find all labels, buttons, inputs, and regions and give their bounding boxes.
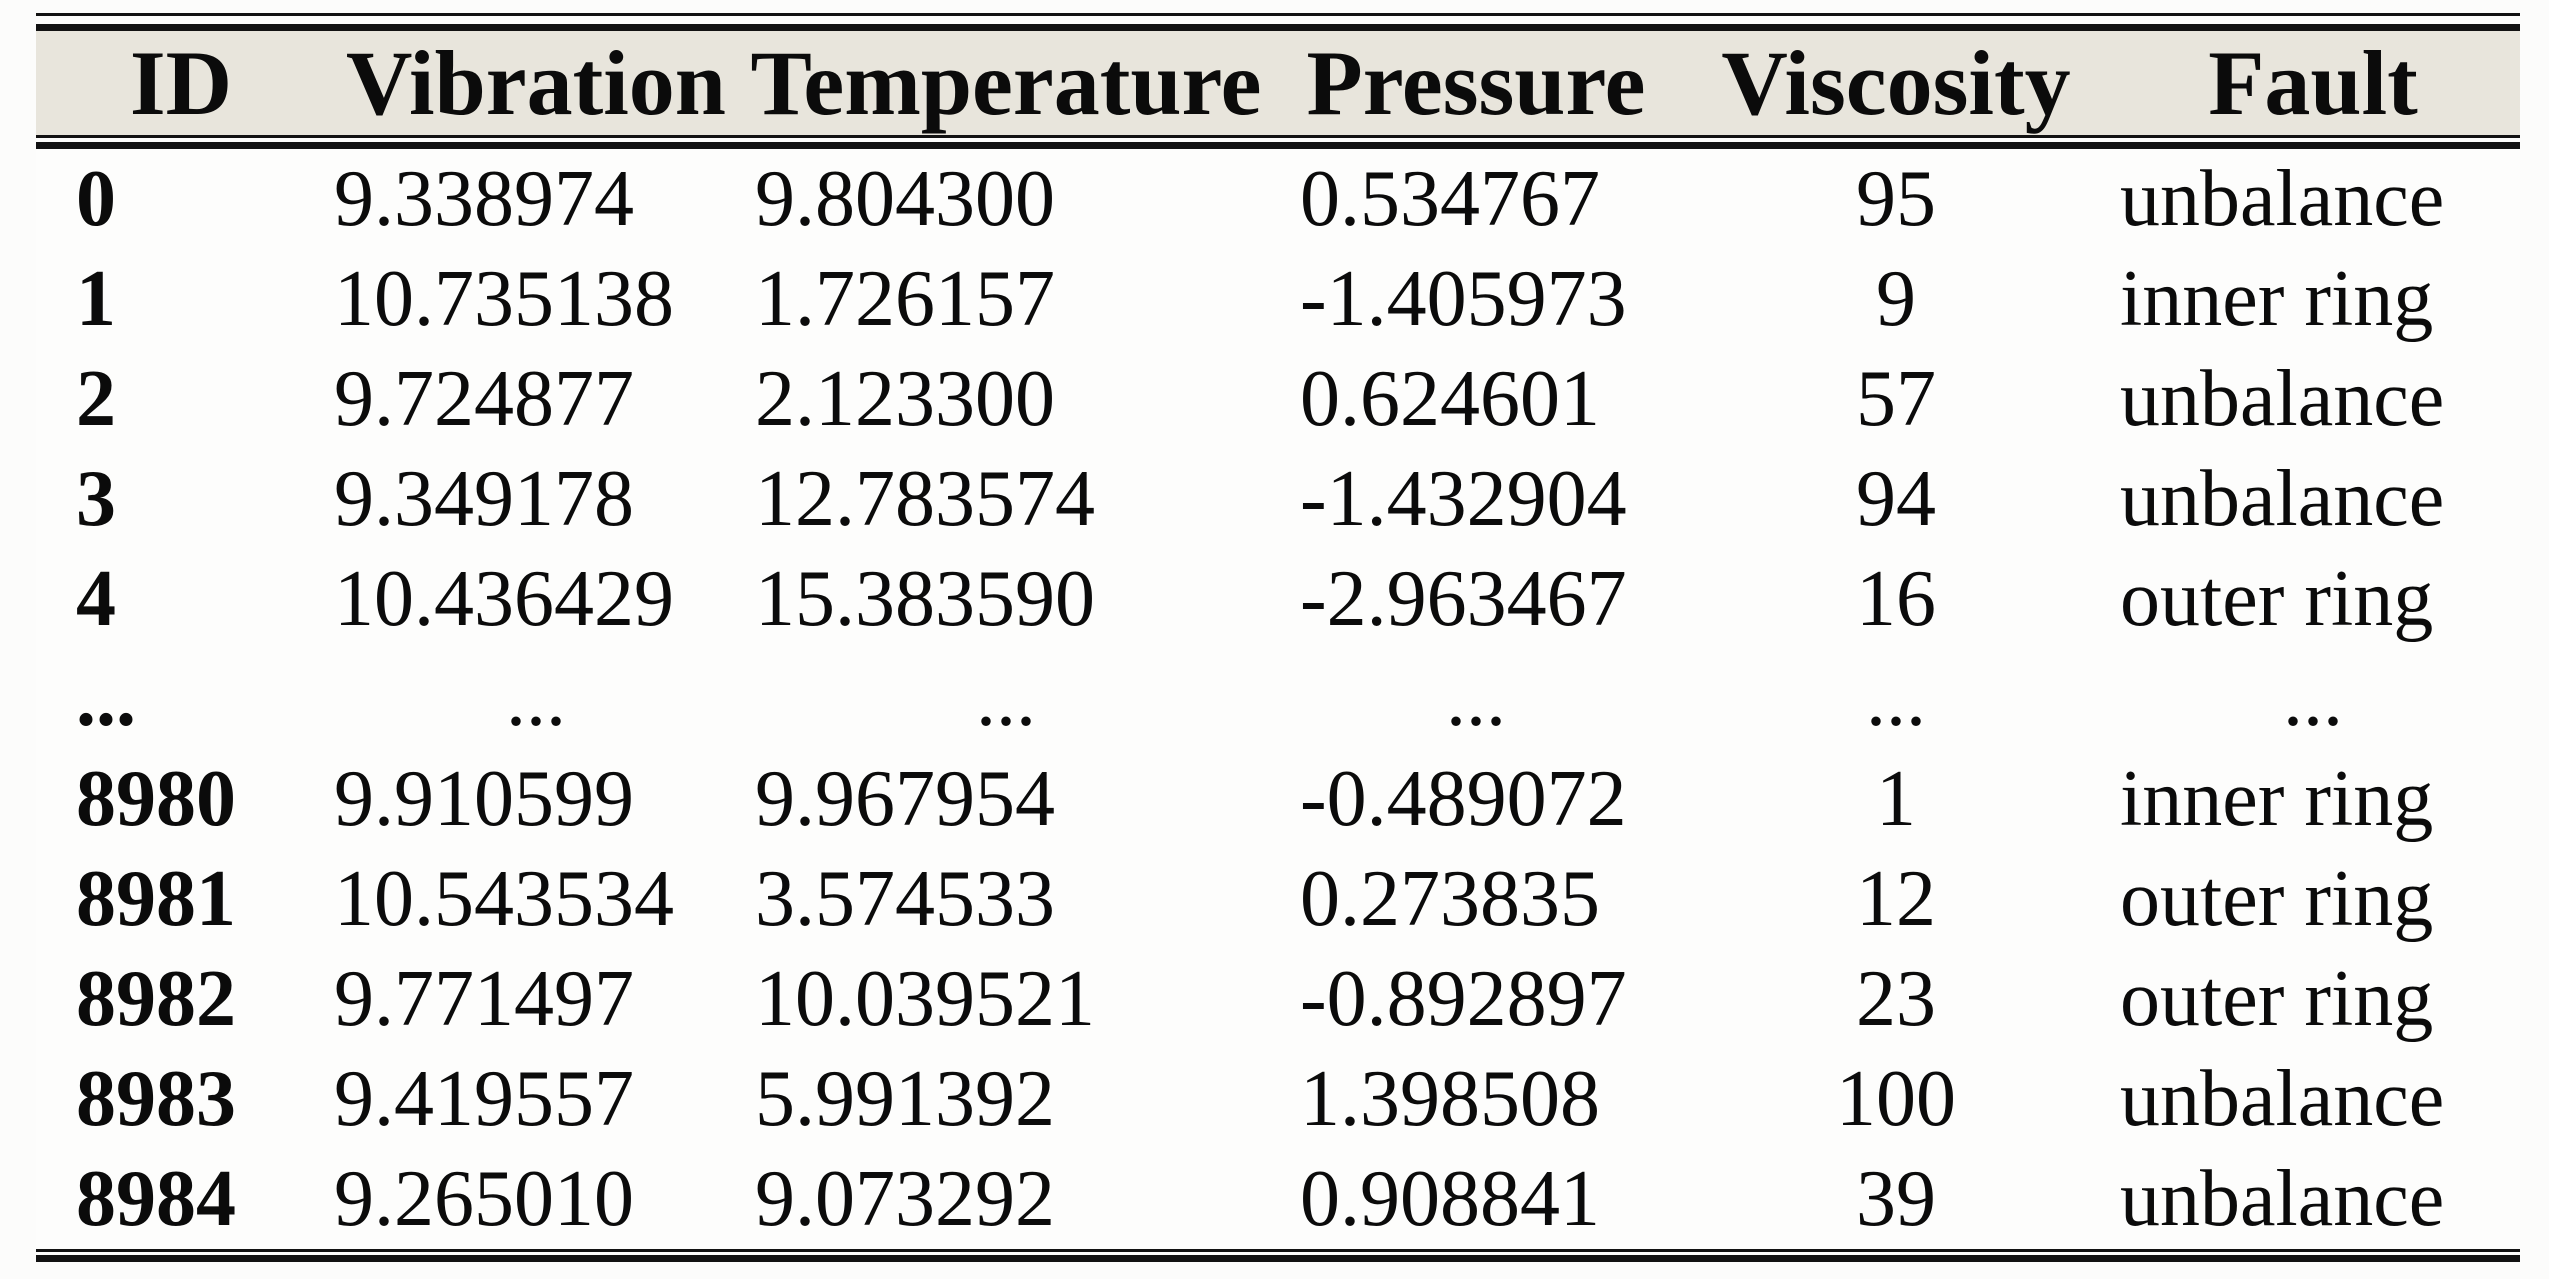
- table-body: 0 9.338974 9.804300 0.534767 95 unbalance 1 10.…: [36, 149, 2520, 1249]
- cell-viscosity: 100: [1836, 1055, 1956, 1143]
- cell-vibration: 9.265010: [334, 1155, 634, 1243]
- cell-vibration: 9.349178: [334, 455, 634, 543]
- cell-fault: inner ring: [2120, 755, 2434, 843]
- cell-fault: unbalance: [2120, 155, 2445, 243]
- cell-id: 8980: [76, 755, 236, 843]
- top-rule-thick: [36, 24, 2520, 31]
- table-row: 3 9.349178 12.783574 -1.432904 94 unbalance: [36, 449, 2520, 549]
- cell-id: 2: [76, 355, 116, 443]
- cell-temperature: 2.123300: [755, 355, 1055, 443]
- cell-pressure: 0.273835: [1300, 855, 1600, 943]
- header-viscosity: Viscosity: [1721, 32, 2071, 134]
- cell-temperature: 9.804300: [755, 155, 1055, 243]
- cell-fault: unbalance: [2120, 1155, 2445, 1243]
- cell-id: 4: [76, 555, 116, 643]
- cell-viscosity: 16: [1856, 555, 1936, 643]
- table-row: 8982 9.771497 10.039521 -0.892897 23 outer ri…: [36, 949, 2520, 1049]
- cell-pressure: ...: [1446, 655, 1506, 743]
- header-id: ID: [129, 32, 233, 134]
- cell-temperature: 1.726157: [755, 255, 1055, 343]
- table-row: 2 9.724877 2.123300 0.624601 57 unbalance: [36, 349, 2520, 449]
- cell-fault: outer ring: [2120, 955, 2434, 1043]
- header-rule-thick: [36, 142, 2520, 149]
- cell-pressure: 0.534767: [1300, 155, 1600, 243]
- cell-pressure: -1.405973: [1300, 255, 1627, 343]
- cell-temperature: 12.783574: [755, 455, 1095, 543]
- bottom-rule-thick: [36, 1255, 2520, 1262]
- cell-viscosity: 12: [1856, 855, 1936, 943]
- cell-fault: unbalance: [2120, 1055, 2445, 1143]
- cell-fault: outer ring: [2120, 855, 2434, 943]
- cell-id: 1: [76, 255, 116, 343]
- cell-viscosity: ...: [1866, 655, 1926, 743]
- cell-pressure: -2.963467: [1300, 555, 1627, 643]
- cell-temperature: 5.991392: [755, 1055, 1055, 1143]
- header-pressure: Pressure: [1306, 32, 1646, 134]
- cell-pressure: -1.432904: [1300, 455, 1627, 543]
- cell-id: ...: [76, 655, 136, 743]
- cell-viscosity: 23: [1856, 955, 1936, 1043]
- cell-vibration: 9.724877: [334, 355, 634, 443]
- cell-temperature: ...: [976, 655, 1036, 743]
- top-rule-gap: [36, 16, 2520, 24]
- cell-temperature: 3.574533: [755, 855, 1055, 943]
- fault-dataset-table: ID Vibration Temperature Pressure Viscosity F…: [36, 13, 2520, 1262]
- cell-fault: ...: [2283, 655, 2343, 743]
- header-vibration: Vibration: [346, 32, 726, 134]
- table-row: 1 10.735138 1.726157 -1.405973 9 inner ring: [36, 249, 2520, 349]
- table-row: 8980 9.910599 9.967954 -0.489072 1 inner ring: [36, 749, 2520, 849]
- cell-vibration: 9.419557: [334, 1055, 634, 1143]
- cell-vibration: ...: [506, 655, 566, 743]
- cell-viscosity: 95: [1856, 155, 1936, 243]
- cell-id: 8981: [76, 855, 236, 943]
- top-rule-thin: [36, 13, 2520, 16]
- table-row: 8983 9.419557 5.991392 1.398508 100 unbalance: [36, 1049, 2520, 1149]
- cell-viscosity: 94: [1856, 455, 1936, 543]
- cell-id: 8982: [76, 955, 236, 1043]
- header-rule-thin: [36, 135, 2520, 138]
- cell-fault: unbalance: [2120, 355, 2445, 443]
- cell-viscosity: 57: [1856, 355, 1936, 443]
- cell-viscosity: 1: [1876, 755, 1916, 843]
- cell-fault: unbalance: [2120, 455, 2445, 543]
- header-fault: Fault: [2208, 32, 2418, 134]
- table-header-row: ID Vibration Temperature Pressure Viscosity F…: [36, 31, 2520, 135]
- cell-vibration: 9.338974: [334, 155, 634, 243]
- cell-vibration: 9.771497: [334, 955, 634, 1043]
- table-row: 4 10.436429 15.383590 -2.963467 16 outer ring: [36, 549, 2520, 649]
- cell-viscosity: 39: [1856, 1155, 1936, 1243]
- cell-pressure: 0.908841: [1300, 1155, 1600, 1243]
- table-row: 8984 9.265010 9.073292 0.908841 39 unbalance: [36, 1149, 2520, 1249]
- cell-vibration: 10.735138: [334, 255, 674, 343]
- bottom-rule-thin: [36, 1249, 2520, 1252]
- cell-temperature: 10.039521: [755, 955, 1095, 1043]
- cell-fault: inner ring: [2120, 255, 2434, 343]
- cell-id: 0: [76, 155, 116, 243]
- cell-id: 8983: [76, 1055, 236, 1143]
- table-row: 0 9.338974 9.804300 0.534767 95 unbalance: [36, 149, 2520, 249]
- cell-temperature: 9.967954: [755, 755, 1055, 843]
- cell-vibration: 9.910599: [334, 755, 634, 843]
- cell-temperature: 9.073292: [755, 1155, 1055, 1243]
- cell-temperature: 15.383590: [755, 555, 1095, 643]
- cell-fault: outer ring: [2120, 555, 2434, 643]
- cell-pressure: 0.624601: [1300, 355, 1600, 443]
- cell-pressure: -0.489072: [1300, 755, 1627, 843]
- table-row-ellipsis: ..................: [36, 649, 2520, 749]
- cell-vibration: 10.436429: [334, 555, 674, 643]
- cell-vibration: 10.543534: [334, 855, 674, 943]
- cell-id: 8984: [76, 1155, 236, 1243]
- header-temperature: Temperature: [750, 32, 1262, 134]
- cell-pressure: -0.892897: [1300, 955, 1627, 1043]
- cell-id: 3: [76, 455, 116, 543]
- cell-viscosity: 9: [1876, 255, 1916, 343]
- table-row: 8981 10.543534 3.574533 0.273835 12 outer rin…: [36, 849, 2520, 949]
- cell-pressure: 1.398508: [1300, 1055, 1600, 1143]
